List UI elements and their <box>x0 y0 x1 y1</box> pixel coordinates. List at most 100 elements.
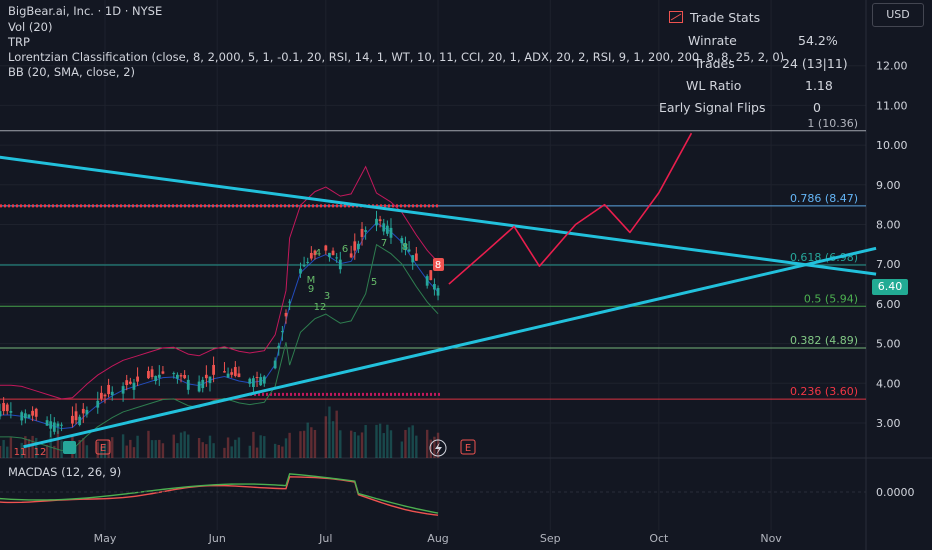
candle-body <box>128 381 132 384</box>
candle-body <box>212 364 215 375</box>
volume-bar <box>82 438 85 458</box>
currency-button[interactable]: USD <box>872 3 924 27</box>
candle-body <box>429 270 433 281</box>
volume-bar <box>85 445 89 458</box>
candle-body <box>280 331 284 333</box>
candle-body <box>103 394 107 397</box>
volume-bar <box>208 435 212 458</box>
candle-body <box>136 376 139 382</box>
volume-bar <box>375 424 378 458</box>
volume-bar <box>125 445 128 458</box>
candle-body <box>183 375 187 379</box>
volume-bar <box>201 442 204 458</box>
dividend-badge <box>63 441 76 454</box>
candle-body <box>85 409 89 415</box>
indicator-bb[interactable]: BB (20, SMA, close, 2) <box>8 65 135 79</box>
candle-body <box>0 411 2 417</box>
fib-label: 1 (10.36) <box>807 117 858 130</box>
candle-body <box>176 374 179 379</box>
candle-body <box>353 241 357 251</box>
candle-body <box>364 230 368 232</box>
candle-body <box>328 252 331 258</box>
volume-bar <box>176 443 179 458</box>
volume-bar <box>223 447 226 458</box>
candle-body <box>74 411 78 421</box>
candle-body <box>78 416 82 425</box>
volume-bar <box>158 439 161 458</box>
signal-badge <box>433 258 444 271</box>
indicator-lorentzian[interactable]: Lorentzian Classification (close, 8, 2,0… <box>8 50 785 64</box>
wl-ratio-label: WL Ratio <box>686 78 742 93</box>
candle-body <box>27 414 31 418</box>
volume-bar <box>20 442 23 458</box>
volume-bar <box>335 410 338 458</box>
volume-bar <box>183 431 186 458</box>
volume-bar <box>248 445 251 458</box>
candle-body <box>357 243 360 250</box>
trendline-ascending <box>23 246 877 449</box>
volume-bar <box>411 425 414 458</box>
price-tick-label: 5.00 <box>876 338 901 351</box>
candle-body <box>99 392 103 399</box>
volume-bar <box>331 421 335 458</box>
volume-bar <box>364 425 367 458</box>
candle-body <box>425 276 429 286</box>
indicator-macdas[interactable]: MACDAS (12, 26, 9) <box>8 465 122 479</box>
candle-body <box>259 377 263 386</box>
volume-bar <box>357 435 360 458</box>
volume-bar <box>107 439 110 458</box>
signal-label: 6 <box>342 244 348 255</box>
candle-body <box>23 413 27 419</box>
volume-bar <box>129 439 132 458</box>
candle-body <box>157 374 161 378</box>
volume-bar <box>121 434 125 458</box>
candle-body <box>252 378 255 387</box>
candle-body <box>433 284 436 290</box>
candle-body <box>313 250 317 256</box>
volume-bar <box>273 443 277 458</box>
candle-body <box>223 371 226 373</box>
volume-bar <box>277 444 280 458</box>
candle-body <box>407 249 411 252</box>
candle-body <box>262 376 266 384</box>
volume-bar <box>96 441 99 458</box>
candle-body <box>404 243 407 249</box>
candle-body <box>288 301 292 303</box>
candle-body <box>197 381 201 392</box>
indicator-trp[interactable]: TRP <box>8 35 30 49</box>
price-tick-label: 9.00 <box>876 179 901 192</box>
fib-label: 0.382 (4.89) <box>790 334 858 347</box>
macd-pane <box>0 473 866 516</box>
candle-body <box>186 379 190 390</box>
volume-bar <box>111 437 114 458</box>
candle-body <box>349 253 353 258</box>
trades-label: Trades <box>694 56 735 71</box>
volume-bar <box>288 432 291 458</box>
volume-bar <box>284 438 288 458</box>
candle-body <box>147 370 150 379</box>
indicator-volume[interactable]: Vol (20) <box>8 20 53 34</box>
volume-bar <box>150 440 154 458</box>
time-tick-label: Jun <box>208 532 226 545</box>
volume-bar <box>237 437 241 458</box>
candle-body <box>331 250 335 256</box>
time-tick-label: Jul <box>318 532 332 545</box>
volume-bar <box>328 406 331 458</box>
volume-bar <box>339 430 342 458</box>
volume-bar <box>263 436 266 458</box>
volume-bar <box>389 430 393 458</box>
volume-bar <box>136 435 139 458</box>
volume-bar <box>386 424 389 458</box>
earnings-icon-letter: E <box>465 443 471 454</box>
volume-bar <box>9 437 13 458</box>
volume-bar <box>27 439 31 458</box>
signal-label: 4 <box>315 248 321 259</box>
volume-bar <box>147 430 150 458</box>
candle-body <box>226 373 230 378</box>
candle-body <box>378 219 382 222</box>
candle-body <box>255 376 259 378</box>
volume-bar <box>360 432 364 458</box>
volume-bar <box>400 441 404 458</box>
price-axis: 12.00 11.00 10.00 9.00 8.00 7.00 6.00 5.00 4.00 3… <box>876 60 915 499</box>
